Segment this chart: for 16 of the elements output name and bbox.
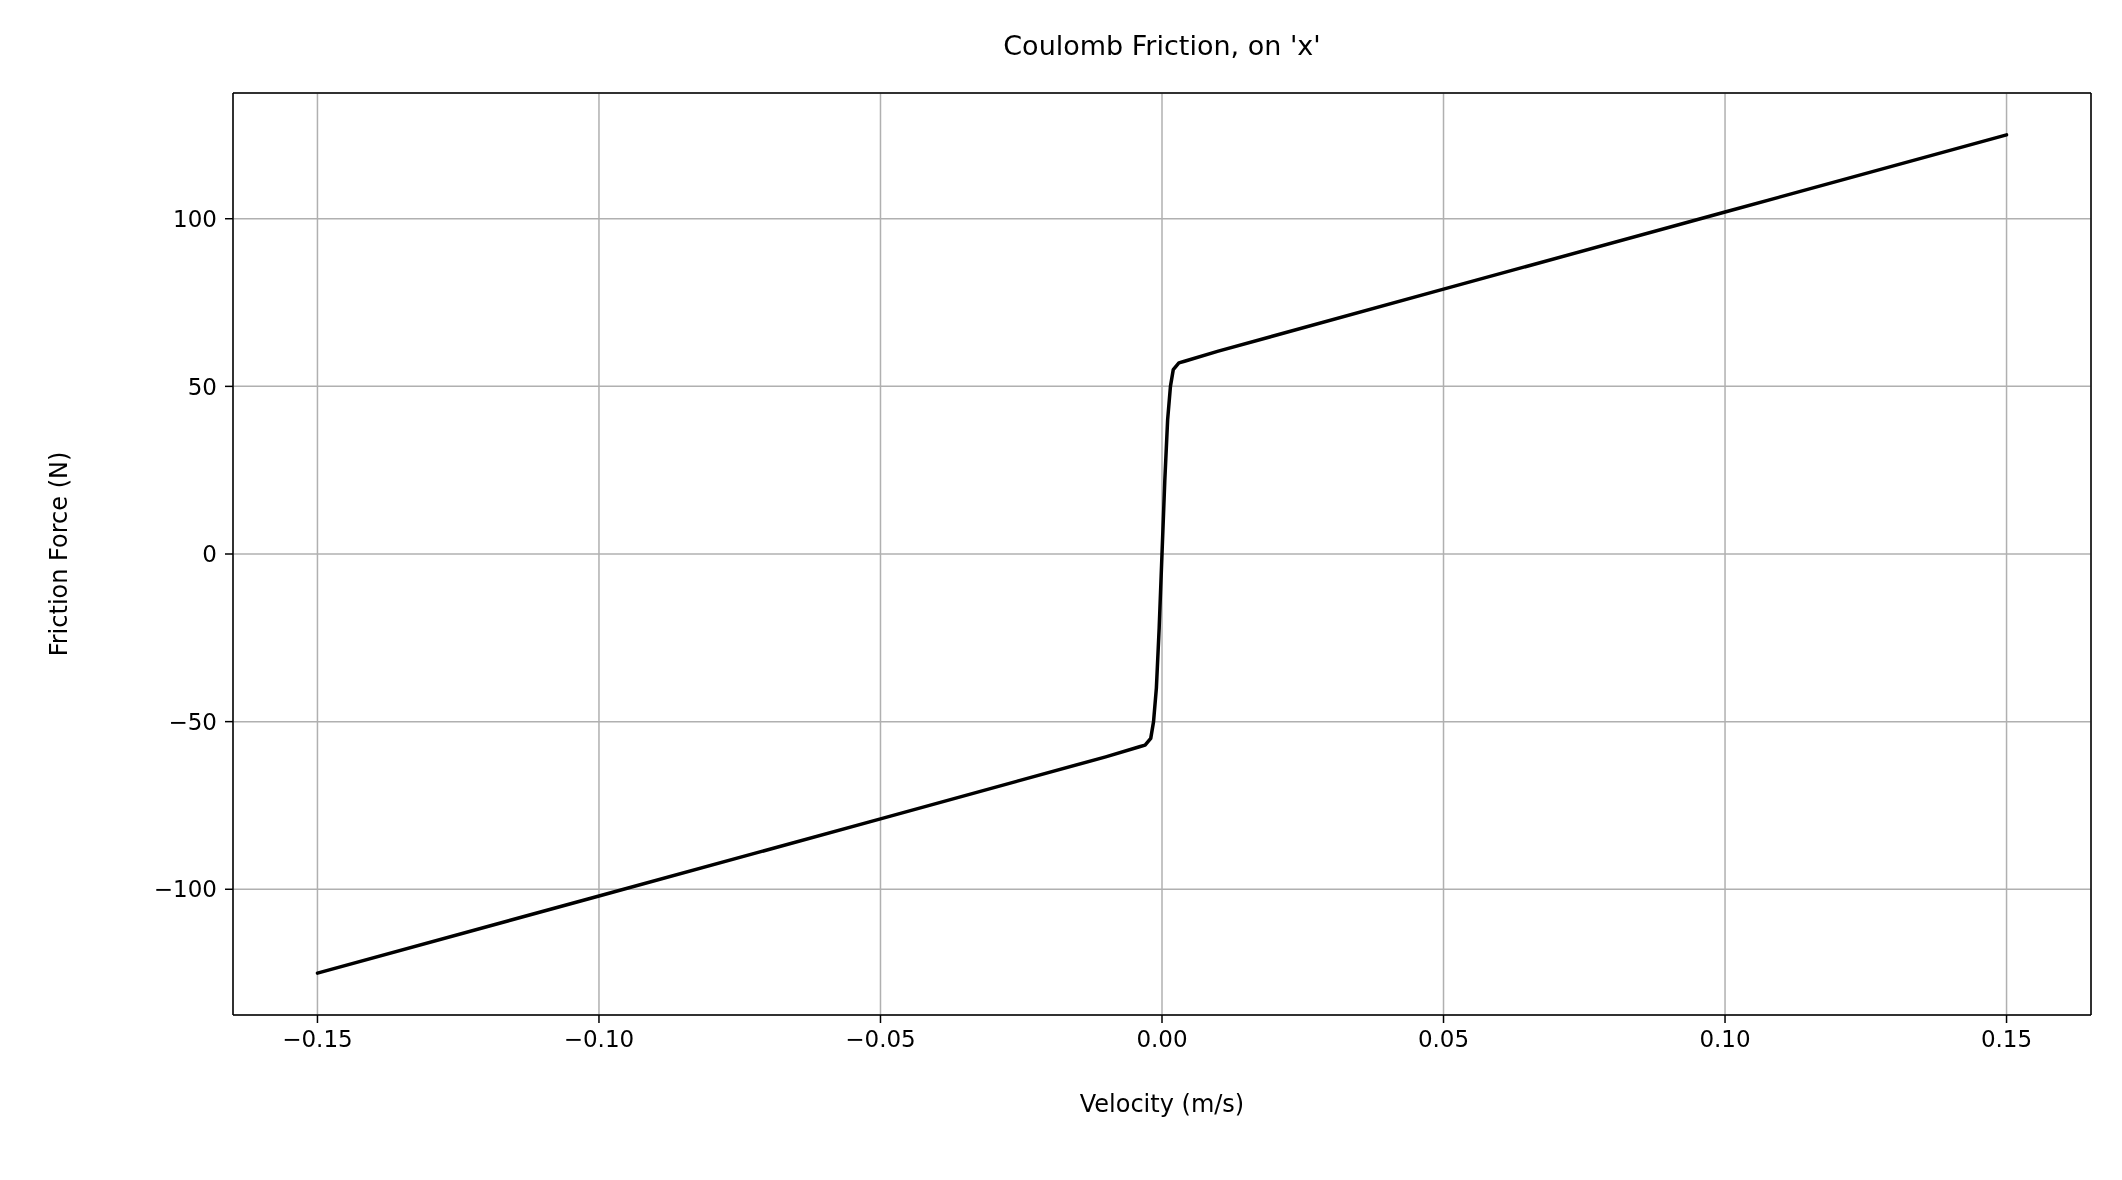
y-tick-label: −100 [153, 876, 217, 903]
x-tick-label: 0.10 [1699, 1026, 1751, 1053]
y-tick-label: 0 [202, 541, 217, 568]
y-tick-label: 100 [173, 205, 217, 232]
x-tick-label: 0.15 [1980, 1026, 2033, 1053]
y-axis-title: Friction Force (N) [44, 451, 73, 657]
y-tick-label: 50 [187, 373, 217, 400]
x-tick-label: 0.05 [1417, 1026, 1470, 1053]
y-tick-label: −50 [168, 708, 217, 735]
line-series [315, 133, 2009, 975]
x-tick-label: −0.10 [563, 1026, 635, 1053]
x-tick-label: −0.05 [845, 1026, 916, 1053]
x-tick-label: −0.15 [282, 1026, 353, 1053]
x-axis-title: Velocity (m/s) [1079, 1090, 1245, 1118]
x-tick-label: 0.00 [1136, 1026, 1188, 1053]
chart-title: Coulomb Friction, on 'x' [1002, 30, 1322, 61]
